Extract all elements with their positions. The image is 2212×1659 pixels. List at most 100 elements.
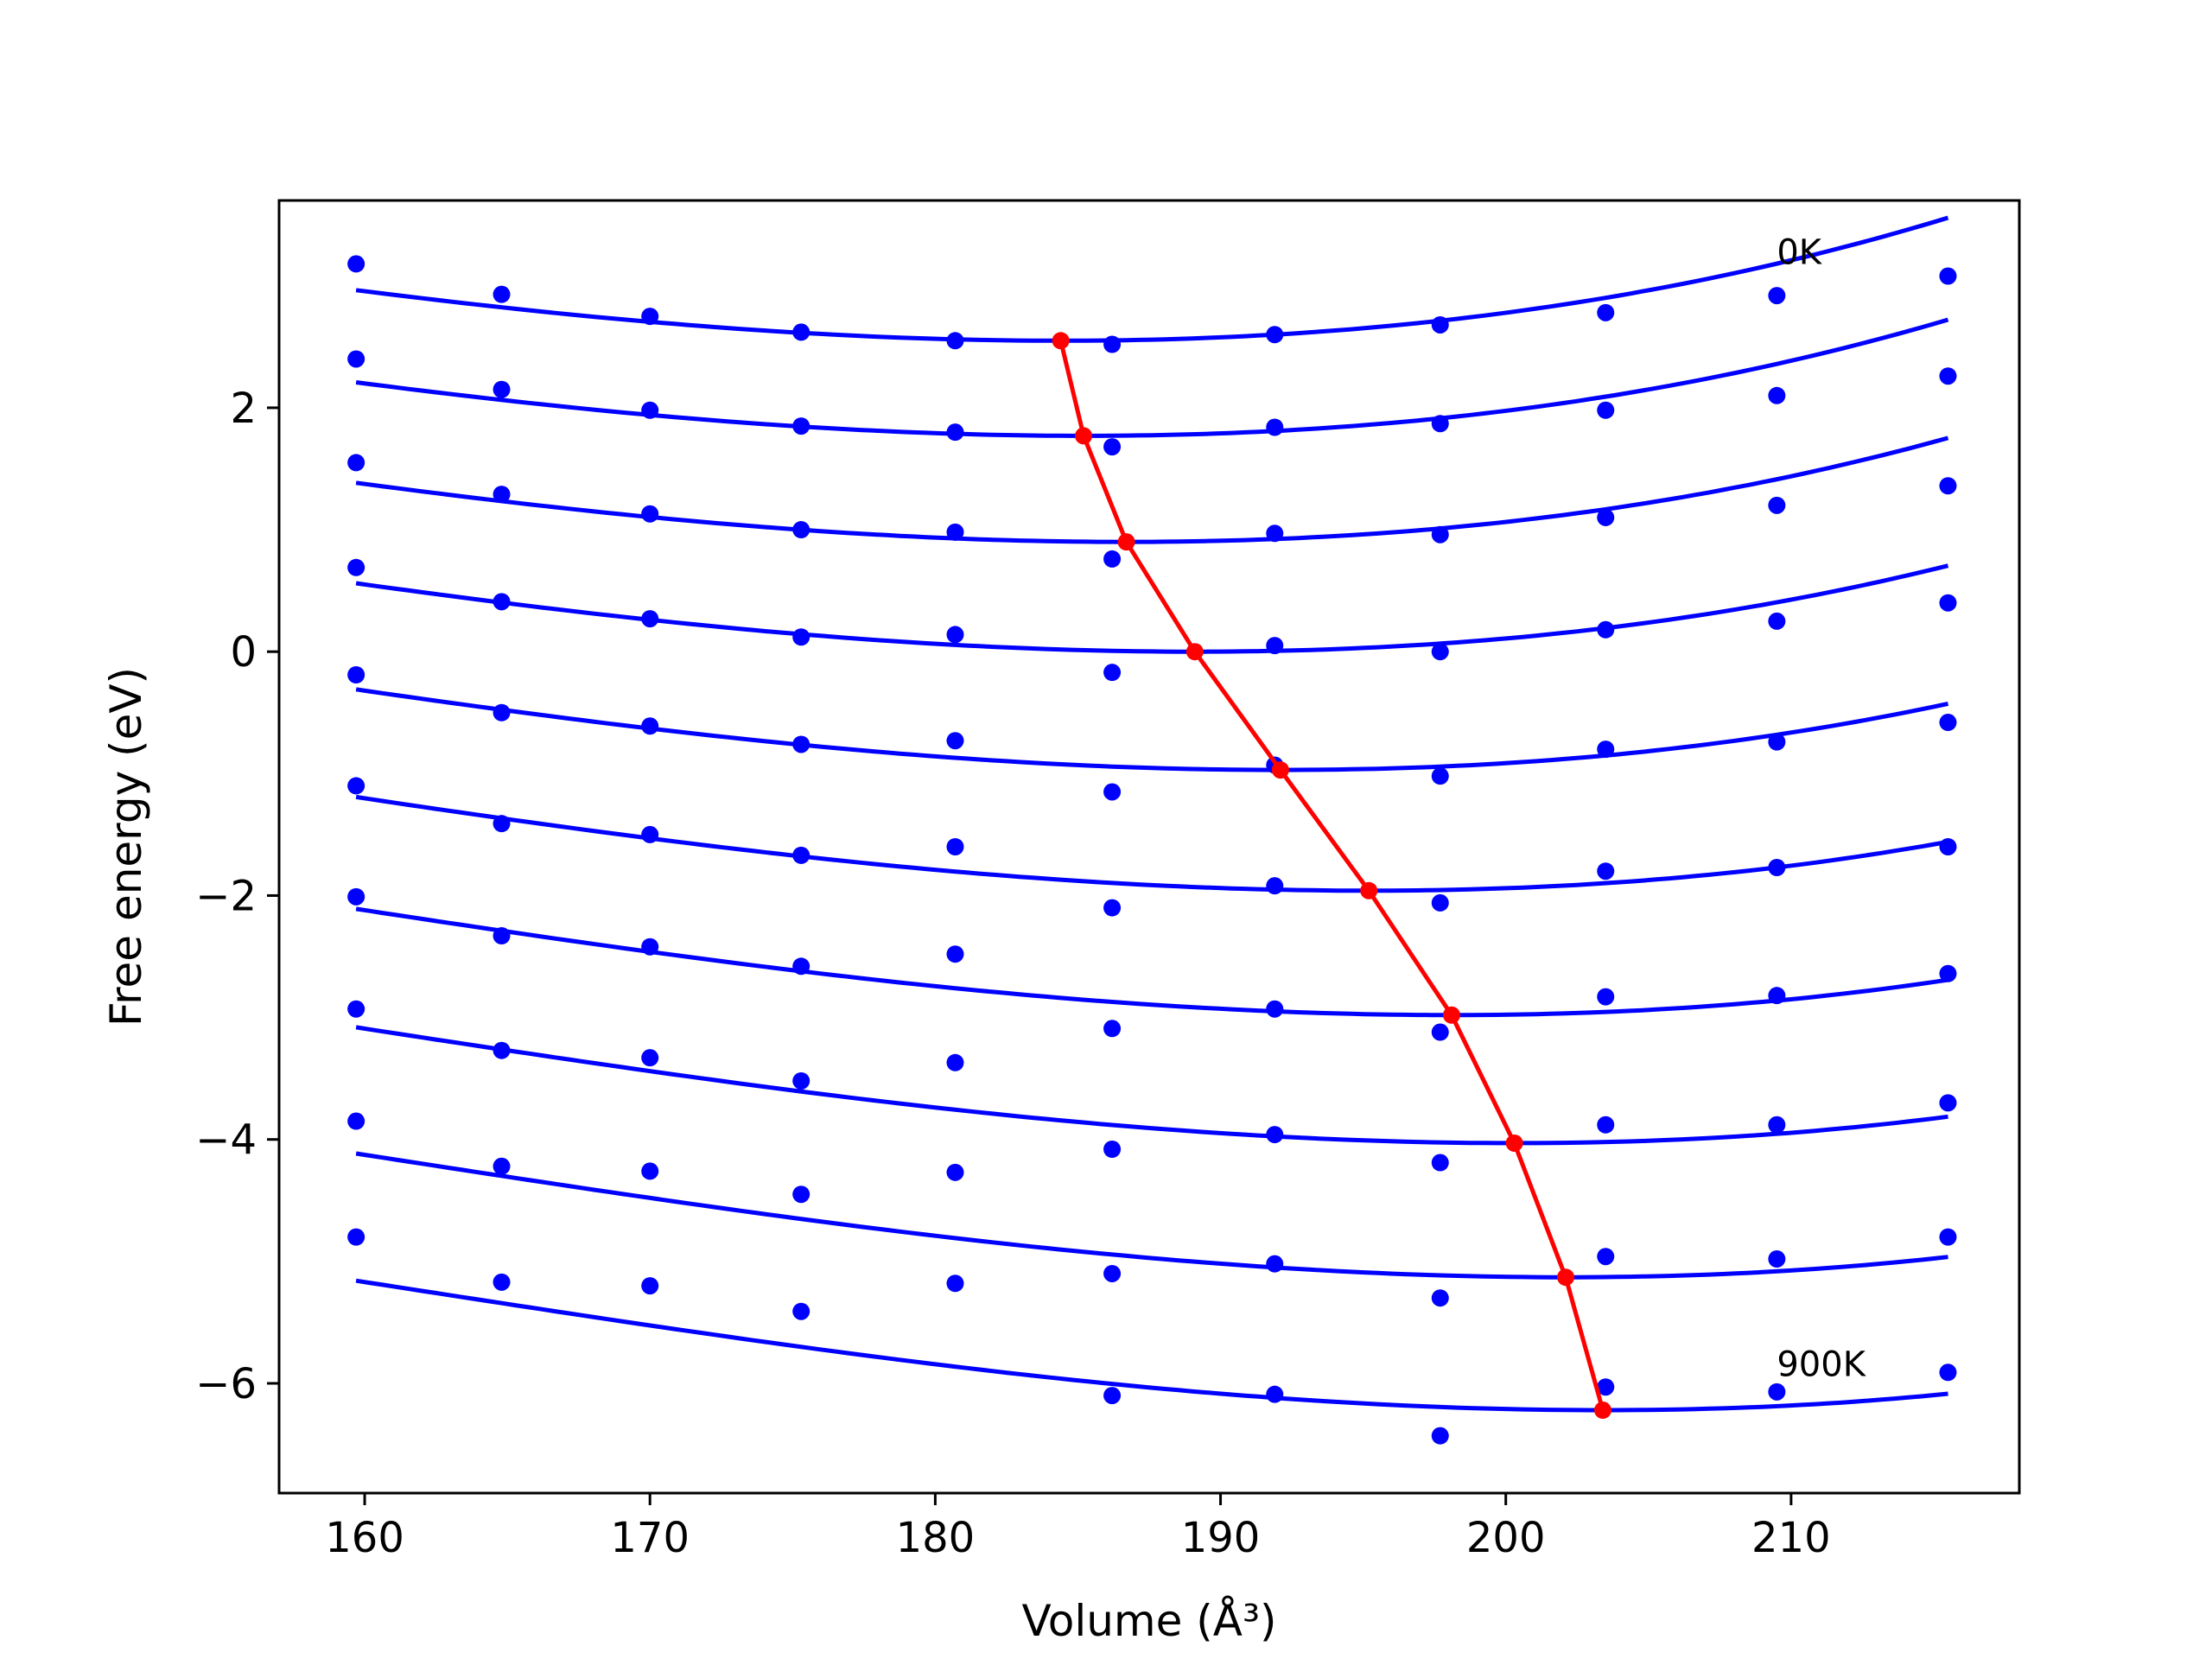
data-point-3-9 xyxy=(1768,612,1786,630)
data-point-9-2 xyxy=(641,1277,659,1295)
data-point-9-0 xyxy=(347,1228,365,1246)
data-point-2-6 xyxy=(1266,524,1284,543)
data-point-8-2 xyxy=(641,1162,659,1180)
data-point-3-0 xyxy=(347,558,365,576)
minimum-point-7 xyxy=(1505,1134,1523,1152)
data-point-3-3 xyxy=(792,628,810,646)
data-point-2-8 xyxy=(1597,508,1615,526)
data-point-1-6 xyxy=(1266,418,1284,436)
minimum-point-6 xyxy=(1442,1006,1460,1024)
data-point-6-10 xyxy=(1939,964,1957,982)
y-axis-label: Free energy (eV) xyxy=(101,667,151,1027)
data-point-3-2 xyxy=(641,610,659,628)
y-axis-ticks: −6 −4 −2 0 2 xyxy=(195,385,279,1408)
data-point-4-0 xyxy=(347,666,365,684)
x-tick-label-5: 210 xyxy=(1751,1514,1831,1562)
minimum-point-9 xyxy=(1593,1402,1611,1420)
data-point-3-1 xyxy=(493,593,511,611)
data-point-1-1 xyxy=(493,380,511,398)
data-point-0-3 xyxy=(792,323,810,341)
data-point-0-1 xyxy=(493,285,511,303)
data-point-7-10 xyxy=(1939,1094,1957,1112)
data-point-4-4 xyxy=(946,732,964,750)
data-point-0-6 xyxy=(1266,326,1284,344)
data-point-1-9 xyxy=(1768,386,1786,404)
data-point-5-5 xyxy=(1103,899,1122,917)
data-point-5-9 xyxy=(1768,858,1786,876)
data-point-5-0 xyxy=(347,777,365,795)
minimum-point-3 xyxy=(1185,643,1204,661)
data-point-7-3 xyxy=(792,1071,810,1090)
data-point-9-3 xyxy=(792,1302,810,1320)
data-point-9-9 xyxy=(1768,1382,1786,1401)
data-point-8-8 xyxy=(1597,1248,1615,1266)
data-point-2-0 xyxy=(347,454,365,472)
minimum-point-4 xyxy=(1271,761,1289,779)
fit-curves xyxy=(355,215,1949,1413)
data-point-1-3 xyxy=(792,417,810,435)
data-point-5-2 xyxy=(641,825,659,843)
data-point-2-10 xyxy=(1939,477,1957,495)
data-point-5-7 xyxy=(1431,893,1449,912)
data-point-1-8 xyxy=(1597,401,1615,419)
data-point-5-3 xyxy=(792,846,810,864)
data-point-9-7 xyxy=(1431,1427,1449,1445)
minimum-point-8 xyxy=(1557,1268,1575,1287)
y-tick-label-4: 2 xyxy=(230,385,257,433)
minimum-point-2 xyxy=(1117,533,1135,551)
data-point-0-8 xyxy=(1597,303,1615,321)
data-point-7-5 xyxy=(1103,1141,1122,1159)
data-point-4-9 xyxy=(1768,733,1786,751)
data-point-0-0 xyxy=(347,255,365,273)
data-point-8-5 xyxy=(1103,1264,1122,1282)
data-point-4-2 xyxy=(641,717,659,735)
data-point-4-7 xyxy=(1431,767,1449,785)
minimum-point-0 xyxy=(1052,332,1070,350)
fit-curve-1 xyxy=(355,317,1949,438)
data-point-9-6 xyxy=(1266,1385,1284,1403)
x-tick-label-3: 190 xyxy=(1181,1514,1261,1562)
fit-curve-8 xyxy=(355,1151,1948,1280)
data-point-7-7 xyxy=(1431,1154,1449,1172)
data-point-4-8 xyxy=(1597,741,1615,759)
data-point-6-2 xyxy=(641,938,659,956)
data-point-3-4 xyxy=(946,626,964,644)
data-point-1-4 xyxy=(946,423,964,442)
data-point-3-10 xyxy=(1939,594,1957,612)
data-point-4-1 xyxy=(493,703,511,721)
fit-curve-3 xyxy=(355,563,1949,654)
data-point-3-8 xyxy=(1597,620,1615,639)
fit-curve-5 xyxy=(355,794,1948,893)
data-point-8-3 xyxy=(792,1185,810,1204)
data-point-2-2 xyxy=(641,505,659,523)
data-point-0-4 xyxy=(946,332,964,350)
data-point-1-10 xyxy=(1939,367,1957,385)
data-point-2-7 xyxy=(1431,525,1449,543)
data-point-6-3 xyxy=(792,957,810,976)
fit-curve-7 xyxy=(355,1025,1948,1146)
data-point-2-1 xyxy=(493,486,511,504)
data-point-6-7 xyxy=(1431,1023,1449,1041)
x-tick-label-2: 180 xyxy=(896,1514,976,1562)
y-tick-label-0: −6 xyxy=(195,1360,257,1408)
data-point-3-7 xyxy=(1431,643,1449,661)
x-axis-label: Volume (Å³) xyxy=(1021,1596,1276,1646)
data-point-8-6 xyxy=(1266,1255,1284,1273)
minima-line xyxy=(1058,340,1605,1411)
data-point-1-0 xyxy=(347,350,365,368)
y-tick-label-2: −2 xyxy=(195,872,257,920)
data-point-6-6 xyxy=(1266,1000,1284,1018)
data-point-2-4 xyxy=(946,523,964,541)
data-point-0-5 xyxy=(1103,335,1122,353)
data-point-8-7 xyxy=(1431,1289,1449,1307)
plot-frame xyxy=(277,199,2021,1495)
data-point-7-4 xyxy=(946,1053,964,1071)
data-point-0-10 xyxy=(1939,267,1957,285)
data-point-8-1 xyxy=(493,1157,511,1175)
data-point-5-8 xyxy=(1597,862,1615,880)
x-tick-label-4: 200 xyxy=(1466,1514,1546,1562)
fit-curve-2 xyxy=(355,435,1949,544)
data-point-7-8 xyxy=(1597,1116,1615,1134)
data-point-0-2 xyxy=(641,308,659,326)
data-point-7-9 xyxy=(1768,1116,1786,1134)
